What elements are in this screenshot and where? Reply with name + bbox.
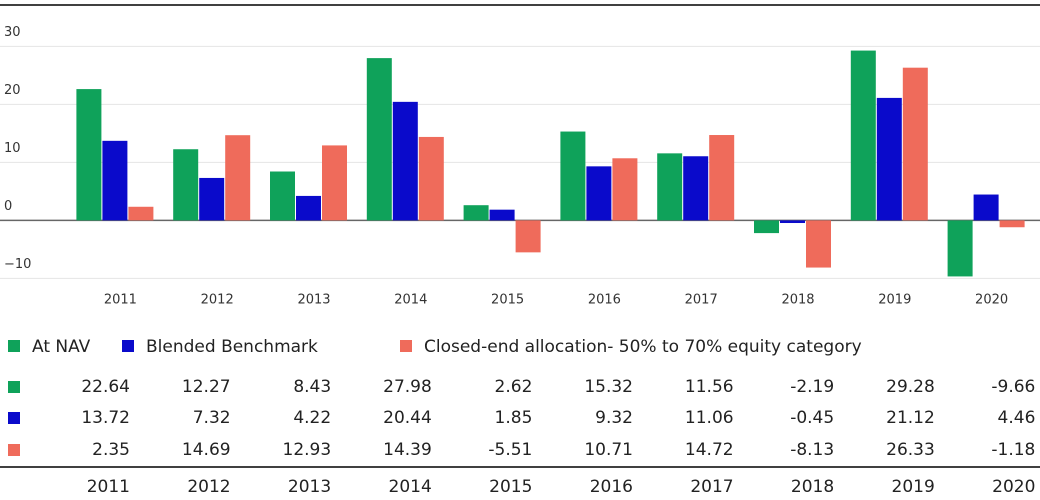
bar (463, 205, 489, 221)
legend-swatch (122, 340, 134, 352)
table-value: 4.22 (293, 408, 331, 428)
table-value: 12.27 (182, 377, 231, 397)
table-swatch (8, 412, 20, 424)
y-tick-label: 20 (4, 83, 21, 98)
table-value: 7.32 (193, 408, 231, 428)
table-year: 2016 (590, 477, 633, 497)
bar (296, 195, 321, 221)
table-value: 21.12 (886, 408, 935, 428)
legend-swatch (400, 340, 412, 352)
legend-swatch (8, 340, 20, 352)
table-value: 27.98 (383, 377, 432, 397)
table-value: -8.13 (790, 440, 834, 460)
table-value: -0.45 (790, 408, 834, 428)
table-value: 9.32 (595, 408, 633, 428)
table-value: -1.18 (991, 440, 1035, 460)
x-tick-label: 2018 (781, 293, 814, 308)
bar (657, 153, 683, 221)
table-value: 29.28 (886, 377, 935, 397)
bar (754, 220, 779, 234)
bar (515, 220, 541, 253)
table-swatch (8, 444, 20, 456)
table-value: 1.85 (495, 408, 533, 428)
bar (128, 206, 154, 221)
y-tick-label: 0 (4, 199, 12, 214)
x-tick-label: 2017 (685, 293, 718, 308)
bar (586, 166, 612, 221)
bar (418, 136, 444, 221)
y-tick-label: −10 (4, 257, 31, 272)
bar (683, 156, 709, 221)
table-year: 2020 (992, 477, 1035, 497)
bar (270, 171, 295, 221)
y-tick-label: 10 (4, 141, 21, 156)
bar (947, 220, 973, 277)
table-value: -5.51 (488, 440, 532, 460)
bar (173, 149, 199, 221)
table-value: 2.35 (92, 440, 130, 460)
table-value: 22.64 (81, 377, 130, 397)
table-value: -9.66 (991, 377, 1035, 397)
table-value: 14.69 (182, 440, 231, 460)
bar (850, 50, 876, 221)
bar (973, 194, 999, 221)
bar (366, 58, 392, 221)
bar (199, 177, 225, 221)
table-year: 2012 (187, 477, 230, 497)
table-value: 15.32 (584, 377, 633, 397)
legend-label: At NAV (32, 337, 91, 357)
table-value: 14.39 (383, 440, 432, 460)
x-tick-label: 2014 (394, 293, 427, 308)
x-tick-label: 2012 (201, 293, 234, 308)
table-value: 20.44 (383, 408, 432, 428)
table-year: 2019 (892, 477, 935, 497)
bar (780, 220, 805, 224)
table-value: 11.06 (685, 408, 734, 428)
y-tick-label: 30 (4, 25, 21, 40)
bar (999, 220, 1025, 228)
bar (489, 209, 515, 221)
table-year: 2017 (690, 477, 733, 497)
x-tick-label: 2020 (975, 293, 1008, 308)
bar (560, 131, 586, 221)
table-year: 2013 (288, 477, 331, 497)
table-year: 2011 (87, 477, 130, 497)
bar (392, 101, 418, 221)
bar (225, 135, 251, 221)
bar (709, 135, 735, 221)
bar (876, 97, 902, 221)
bar (902, 67, 928, 221)
table-value: 12.93 (283, 440, 332, 460)
table-swatch (8, 381, 20, 393)
x-tick-label: 2013 (297, 293, 330, 308)
table-value: 4.46 (998, 408, 1036, 428)
table-year: 2014 (389, 477, 432, 497)
table-value: 14.72 (685, 440, 734, 460)
table-year: 2015 (489, 477, 532, 497)
table-value: -2.19 (790, 377, 834, 397)
table-value: 11.56 (685, 377, 734, 397)
bar (322, 145, 347, 221)
table-year: 2018 (791, 477, 834, 497)
table-value: 13.72 (81, 408, 130, 428)
bar (102, 140, 128, 221)
bar (76, 89, 102, 221)
x-tick-label: 2015 (491, 293, 524, 308)
table-value: 10.71 (584, 440, 633, 460)
table-value: 2.62 (495, 377, 533, 397)
x-tick-label: 2019 (878, 293, 911, 308)
table-value: 8.43 (293, 377, 331, 397)
x-tick-label: 2016 (588, 293, 621, 308)
x-tick-label: 2011 (104, 293, 137, 308)
bar (612, 158, 638, 221)
legend-label: Closed-end allocation- 50% to 70% equity… (424, 337, 862, 357)
legend-label: Blended Benchmark (146, 337, 318, 357)
bar (806, 220, 831, 268)
table-value: 26.33 (886, 440, 935, 460)
